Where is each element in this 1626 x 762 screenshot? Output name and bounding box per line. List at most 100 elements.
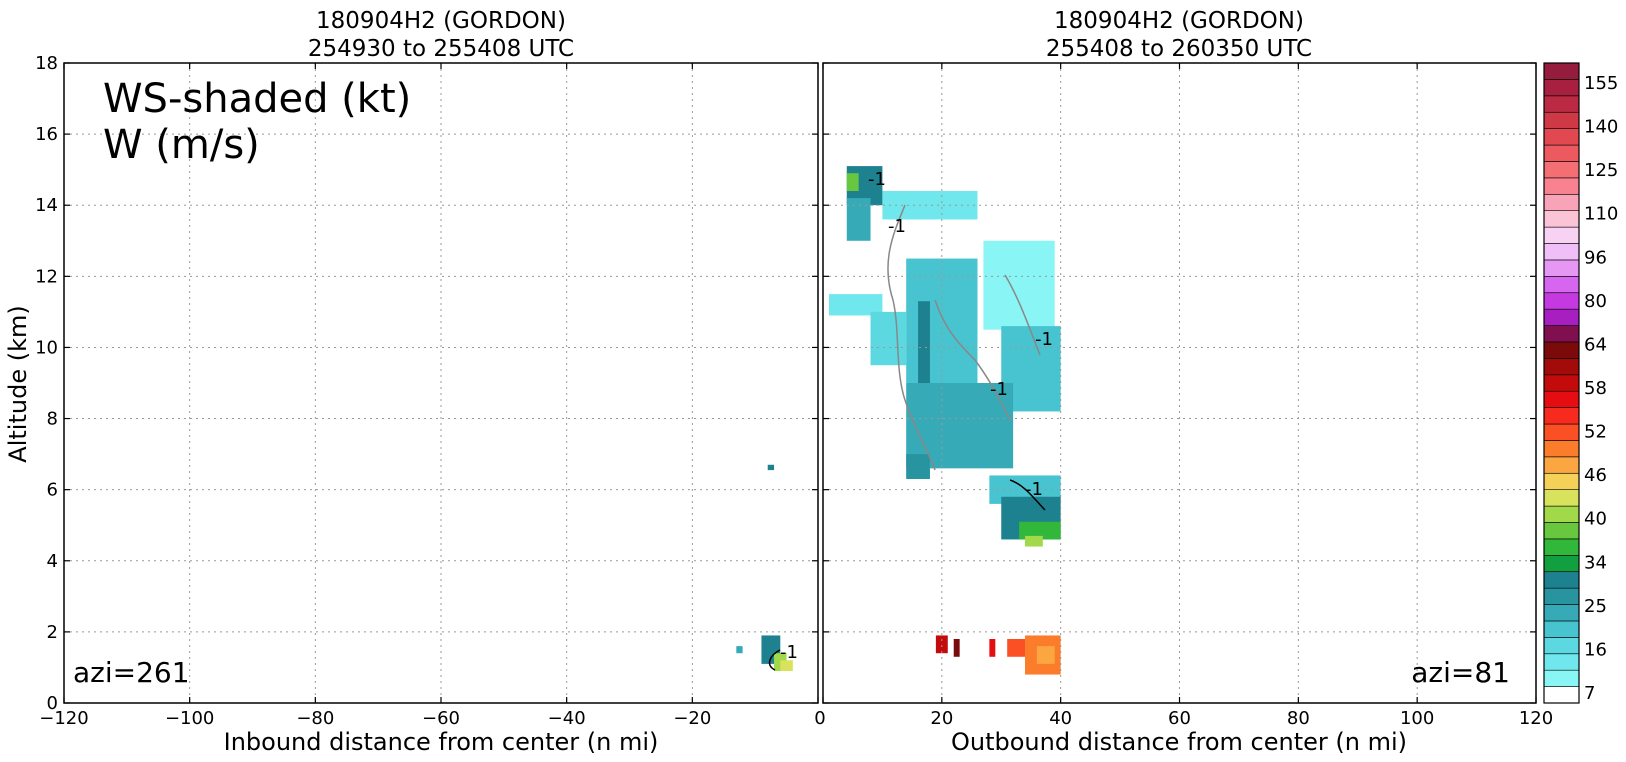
colorbar-bin [1543, 604, 1580, 622]
colorbar-bin [1543, 456, 1580, 474]
right-panel-title-line1: 180904H2 (GORDON) [1054, 8, 1304, 34]
right-panel-title-line2: 255408 to 260350 UTC [1046, 36, 1312, 62]
colorbar-label: 34 [1584, 552, 1607, 573]
heatmap-cell [846, 198, 871, 241]
colorbar-bin [1543, 505, 1580, 523]
heatmap-cell [953, 639, 960, 657]
colorbar-bin [1543, 620, 1580, 638]
colorbar-label: 52 [1584, 422, 1607, 443]
y-tick-label: 6 [47, 480, 58, 501]
heatmap-cell [736, 646, 743, 654]
heatmap-cell [918, 301, 930, 391]
x-tick-label: 100 [1400, 708, 1434, 729]
colorbar-bin [1543, 177, 1580, 195]
left-panel-title-line1: 180904H2 (GORDON) [316, 8, 566, 34]
colorbar-bin [1543, 637, 1580, 655]
y-tick-label: 18 [35, 53, 58, 74]
colorbar-bin [1543, 571, 1580, 589]
left-x-axis-label: Inbound distance from center (n mi) [224, 728, 659, 756]
colorbar-labels: 7 16 25 34 40 46 52 58 64 80 96 110 125 140 155 [1584, 73, 1618, 704]
x-tick-label: −120 [39, 708, 88, 729]
heatmap-cell [1019, 521, 1061, 540]
heatmap-cell [906, 454, 930, 479]
y-tick-label: 14 [35, 195, 58, 216]
colorbar-bin [1543, 440, 1580, 458]
y-tick-label: 0 [47, 693, 58, 714]
colorbar-bin [1543, 210, 1580, 228]
colorbar-bin [1543, 555, 1580, 573]
colorbar-bin [1543, 325, 1580, 343]
colorbar-bin [1543, 358, 1580, 376]
w-contours [768, 204, 1046, 671]
w-contour-gray [934, 299, 1011, 421]
colorbar-bin [1543, 686, 1580, 704]
colorbar-bin [1543, 489, 1580, 507]
y-axis-label: Altitude (km) [4, 305, 32, 462]
w-contour-gray [1004, 274, 1041, 356]
x-tick-label: 120 [1519, 708, 1553, 729]
heatmap-cell [870, 311, 907, 366]
contour-label: -1 [1025, 479, 1043, 500]
x-tick-label: −60 [422, 708, 460, 729]
colorbar-bin [1543, 95, 1580, 113]
contour-label: -1 [868, 169, 886, 190]
colorbar-label: 58 [1584, 378, 1607, 399]
colorbar-bin [1543, 292, 1580, 310]
x-tick-label: 80 [1287, 708, 1310, 729]
contour-label: -1 [780, 642, 798, 663]
y-tick-label: 12 [35, 266, 58, 287]
y-tick-label: 4 [47, 551, 58, 572]
colorbar-bin [1543, 407, 1580, 425]
colorbar-label: 46 [1584, 465, 1607, 486]
colorbar-bin [1543, 243, 1580, 261]
colorbar-bin [1543, 587, 1580, 605]
colorbar-label: 80 [1584, 291, 1607, 312]
x-tick-label: 60 [1168, 708, 1191, 729]
x-tick-label: −40 [548, 708, 586, 729]
heatmap-cell [780, 660, 793, 671]
heatmap-cell [989, 639, 996, 657]
x-tick-label: −80 [296, 708, 334, 729]
colorbar-bin [1543, 62, 1580, 80]
x-tick-label: −20 [673, 708, 711, 729]
x-tick-label: 20 [930, 708, 953, 729]
w-contour-black [1009, 479, 1046, 511]
heatmap-cell [1036, 646, 1055, 664]
heatmap-cell [767, 464, 775, 471]
y-tick-label: 10 [35, 337, 58, 358]
colorbar-label: 125 [1584, 160, 1618, 181]
legend-w: W (m/s) [103, 122, 260, 168]
colorbar-label: 7 [1584, 683, 1595, 704]
colorbar-bin [1543, 226, 1580, 244]
colorbar-bin [1543, 144, 1580, 162]
colorbar-bin [1543, 374, 1580, 392]
y-tick-label: 16 [35, 124, 58, 145]
colorbar-bin [1543, 161, 1580, 179]
colorbar-bin [1543, 669, 1580, 687]
x-tick-label: −100 [165, 708, 214, 729]
contour-label: -1 [990, 379, 1008, 400]
colorbar-bin [1543, 128, 1580, 146]
colorbar [1543, 62, 1580, 704]
colorbar-bin [1543, 79, 1580, 97]
colorbar-label: 40 [1584, 509, 1607, 530]
heatmap-cell [1007, 639, 1026, 657]
colorbar-bin [1543, 390, 1580, 408]
colorbar-bin [1543, 341, 1580, 359]
colorbar-bin [1543, 472, 1580, 490]
left-panel-title-line2: 254930 to 255408 UTC [308, 36, 574, 62]
heatmap-cell [983, 240, 1055, 330]
colorbar-bin [1543, 276, 1580, 294]
x-tick-label: 40 [1049, 708, 1072, 729]
heatmap-cell [935, 635, 948, 654]
axis-ticks [63, 62, 1537, 704]
w-contour-black [768, 649, 781, 671]
legend-ws-shaded: WS-shaded (kt) [103, 76, 411, 122]
heatmap-cells [736, 166, 1061, 675]
colorbar-label: 64 [1584, 334, 1607, 355]
colorbar-bin [1543, 193, 1580, 211]
y-tick-label: 2 [47, 622, 58, 643]
heatmap-cell [828, 294, 883, 316]
right-azimuth-label: azi=81 [1411, 656, 1510, 689]
